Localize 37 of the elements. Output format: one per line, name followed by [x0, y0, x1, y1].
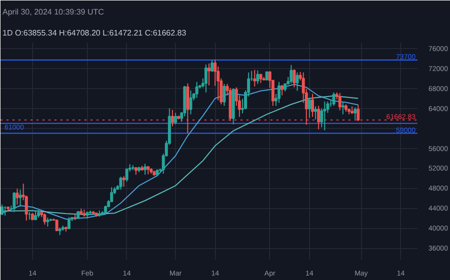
candlestick [43, 213, 46, 226]
candlestick [323, 100, 326, 131]
candlestick [296, 72, 299, 92]
candlestick [144, 163, 147, 176]
candlestick [195, 81, 198, 98]
candlestick [292, 68, 296, 88]
candlestick [354, 106, 357, 120]
candlestick [16, 188, 19, 206]
candlestick [222, 83, 226, 106]
candlestick [186, 82, 190, 134]
candlestick [210, 59, 214, 72]
candlestick [122, 176, 126, 188]
candlestick [356, 104, 360, 122]
candlestick [18, 189, 22, 208]
candlestick [204, 64, 208, 93]
candlestick [280, 84, 284, 96]
candlestick [12, 192, 16, 213]
candlestick [311, 93, 314, 118]
chart-title: April 30, 2024 10:39:39 UTC [2, 8, 104, 16]
candlestick [174, 112, 178, 125]
candlestick [208, 62, 210, 86]
candlestick [290, 64, 293, 84]
candlestick [317, 105, 320, 130]
candlestick [0, 204, 4, 216]
candlestick [125, 168, 128, 182]
candlestick [189, 90, 192, 115]
candlestick [170, 109, 174, 127]
candlestick [278, 81, 280, 104]
candlestick [332, 92, 336, 106]
candlestick [119, 176, 122, 190]
candlestick [253, 69, 256, 87]
candlestick [308, 98, 311, 118]
chart-subtitle: 1D O:63855.34 H:64708.20 L:61472.21 C:61662.83 [2, 28, 187, 38]
candlestick [341, 101, 344, 115]
candlestick [256, 70, 260, 84]
candlestick [314, 106, 318, 120]
candlestick [338, 92, 342, 111]
